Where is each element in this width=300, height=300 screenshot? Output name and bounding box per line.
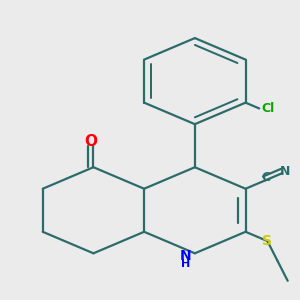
Text: C: C: [262, 171, 271, 184]
Text: S: S: [262, 234, 272, 248]
Text: N: N: [280, 165, 291, 178]
Text: O: O: [84, 134, 97, 149]
Text: N: N: [180, 249, 192, 263]
Text: H: H: [181, 259, 190, 269]
Text: Cl: Cl: [262, 102, 275, 115]
